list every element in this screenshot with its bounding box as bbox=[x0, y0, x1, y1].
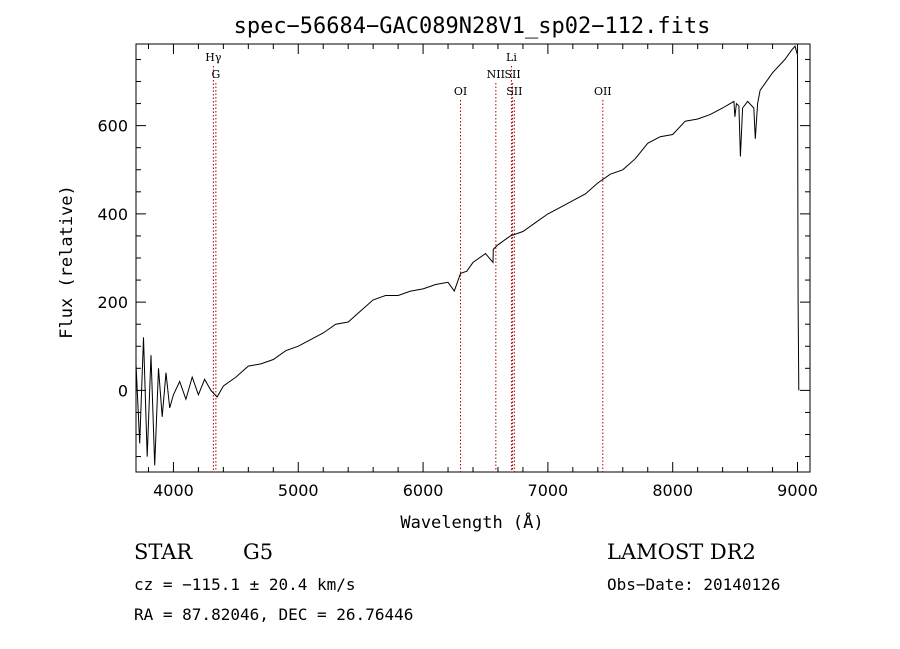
y-tick-label: 600 bbox=[97, 117, 128, 136]
line-marker-label: Hγ bbox=[205, 51, 222, 64]
line-marker-label: OII bbox=[594, 85, 612, 98]
line-marker-label: OI bbox=[454, 85, 467, 98]
line-marker-label: G bbox=[211, 68, 220, 81]
chart-title: spec−56684−GAC089N28V1_sp02−112.fits bbox=[234, 14, 711, 39]
class-label: STAR bbox=[134, 540, 193, 564]
line-marker-label: SII bbox=[504, 68, 520, 81]
coords-label: RA = 87.82046, DEC = 26.76446 bbox=[134, 605, 413, 624]
y-axis-label: Flux (relative) bbox=[57, 185, 77, 339]
axis-ticks: 4000 5000 6000 7000 8000 9000 0 200 400 600 bbox=[97, 44, 818, 500]
plot-frame bbox=[135, 43, 811, 473]
survey-label: LAMOST DR2 bbox=[607, 540, 756, 564]
subclass-label: G5 bbox=[243, 540, 273, 564]
line-marker-label: SII bbox=[506, 85, 522, 98]
x-tick-label: 4000 bbox=[153, 481, 194, 500]
y-tick-label: 0 bbox=[118, 381, 128, 400]
footer-info: STAR G5 LAMOST DR2 cz = −115.1 ± 20.4 km… bbox=[134, 540, 780, 624]
x-tick-label: 6000 bbox=[403, 481, 444, 500]
y-tick-label: 400 bbox=[97, 205, 128, 224]
line-marker-label: NII bbox=[487, 68, 505, 81]
x-tick-label: 7000 bbox=[528, 481, 569, 500]
y-tick-label: 200 bbox=[97, 293, 128, 312]
obs-date-label: Obs−Date: 20140126 bbox=[607, 575, 780, 594]
line-marker-label: Li bbox=[506, 51, 517, 64]
x-tick-label: 8000 bbox=[652, 481, 693, 500]
cz-label: cz = −115.1 ± 20.4 km/s bbox=[134, 575, 356, 594]
x-axis-label: Wavelength (Å) bbox=[400, 511, 543, 533]
x-tick-label: 9000 bbox=[777, 481, 818, 500]
x-tick-label: 5000 bbox=[278, 481, 319, 500]
spectrum-line bbox=[135, 45, 800, 466]
